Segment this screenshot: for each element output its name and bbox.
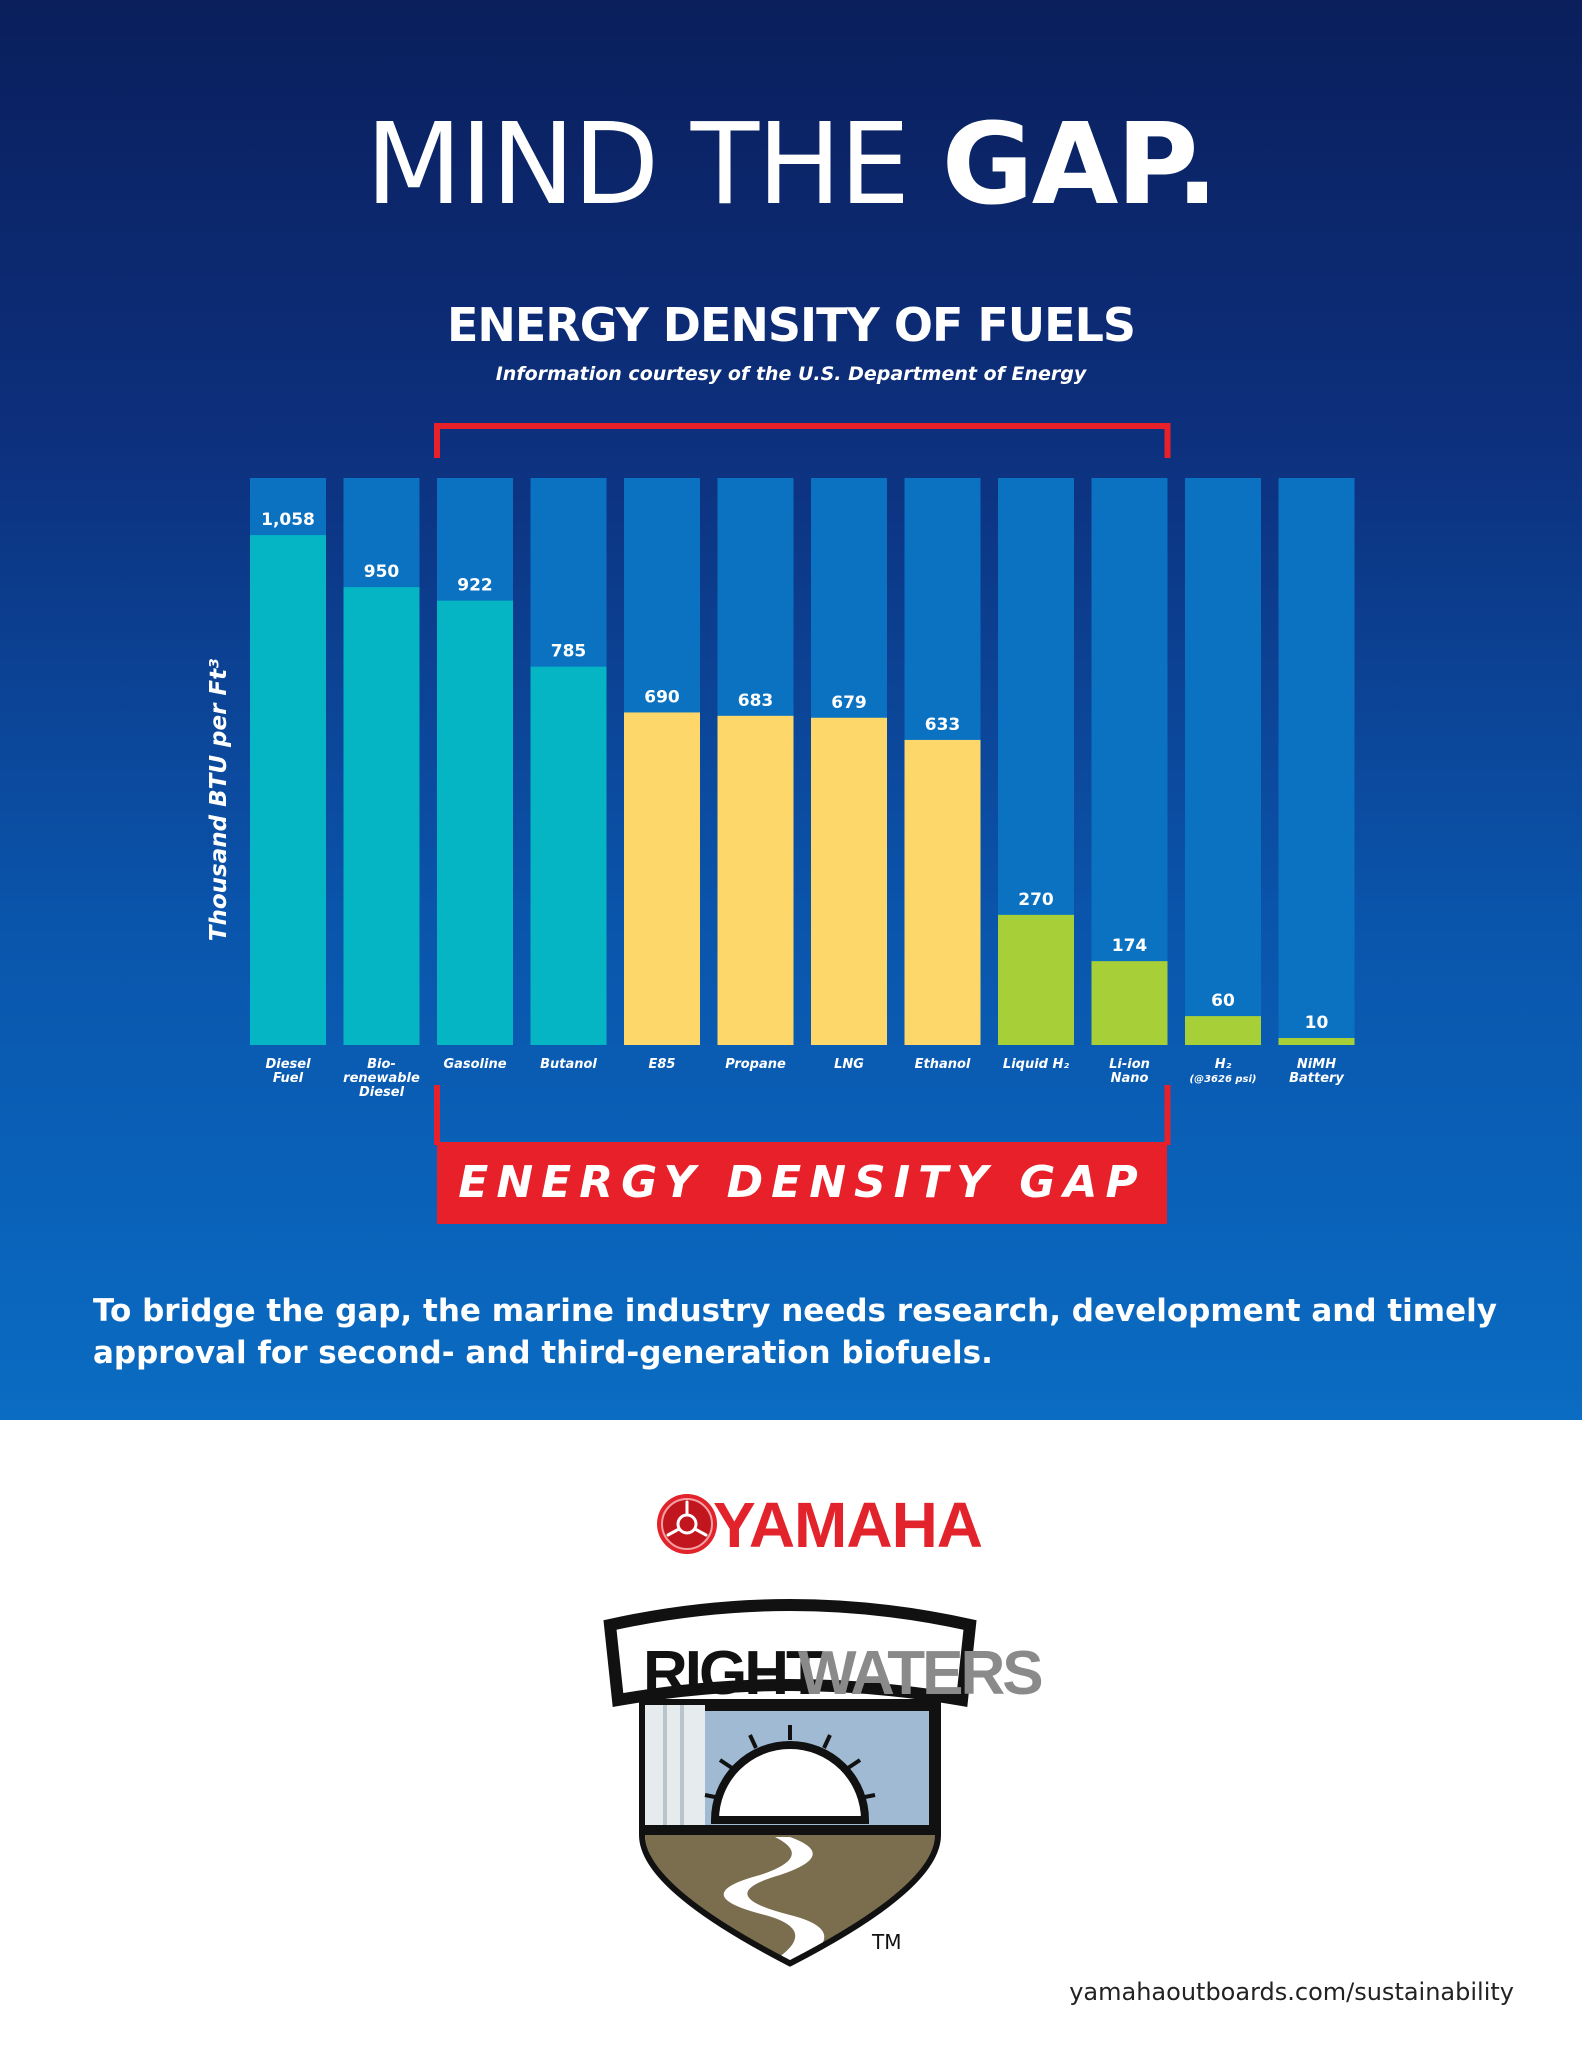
energy-density-gap-banner: ENERGY DENSITY GAP (437, 1142, 1167, 1224)
category-label: Gasoline (443, 1057, 506, 1072)
gap-bracket-top (434, 423, 1171, 458)
category-label: Butanol (540, 1057, 597, 1072)
data-label: 785 (551, 642, 587, 662)
badge-word-waters: WATERS (798, 1639, 1044, 1708)
category-label: Bio- (367, 1057, 396, 1072)
data-label: 679 (831, 693, 867, 713)
category-label: NiMH (1297, 1057, 1336, 1072)
energy-density-chart: 1,058DieselFuel950Bio-renewableDiesel922… (206, 423, 1355, 1145)
body-text: To bridge the gap, the marine industry n… (93, 1293, 1497, 1371)
data-label: 633 (925, 715, 961, 735)
headline-bold: GAP. (941, 100, 1219, 230)
data-label: 950 (364, 562, 400, 582)
category-label: renewable (343, 1071, 420, 1086)
bar (530, 666, 607, 1045)
trademark-mark: TM (872, 1930, 902, 1954)
data-label: 1,058 (261, 510, 315, 530)
yamaha-wordmark: YAMAHA (713, 1489, 983, 1561)
bar (1278, 1038, 1355, 1045)
category-label: Nano (1111, 1071, 1149, 1086)
yamaha-logo-icon (657, 1494, 717, 1554)
bar-track (1185, 478, 1261, 1045)
chart-subtitle: Information courtesy of the U.S. Departm… (495, 363, 1087, 385)
gap-bracket-bottom (434, 1085, 1171, 1145)
data-label: 683 (738, 691, 774, 711)
category-label: Diesel (359, 1085, 405, 1100)
bar (904, 739, 981, 1045)
data-label: 60 (1211, 991, 1235, 1011)
bar (1091, 961, 1168, 1045)
bar (998, 914, 1074, 1045)
bar (343, 587, 420, 1045)
category-label: Diesel (265, 1057, 311, 1072)
rightwaters-badge-icon (603, 1599, 977, 1967)
category-label: Li-ion (1109, 1057, 1150, 1072)
category-label: E85 (649, 1057, 676, 1072)
bar (437, 600, 513, 1045)
headline-thin: MIND THE (365, 100, 942, 230)
category-label: Ethanol (915, 1057, 971, 1072)
y-axis-label: Thousand BTU per Ft³ (206, 659, 232, 941)
category-label: Battery (1289, 1071, 1344, 1086)
category-label: H₂ (1215, 1057, 1232, 1072)
data-label: 270 (1018, 890, 1054, 910)
data-label: 174 (1112, 936, 1148, 956)
category-label: Propane (725, 1057, 786, 1072)
website-url[interactable]: yamahaoutboards.com/sustainability (1069, 1978, 1514, 2006)
bar (811, 717, 887, 1045)
bar-track (1091, 478, 1168, 1045)
bar (624, 712, 700, 1045)
badge-word-right: RIGHT (643, 1639, 824, 1708)
chart-title: ENERGY DENSITY OF FUELS (446, 298, 1136, 352)
bar (717, 715, 794, 1045)
data-label: 922 (457, 576, 493, 596)
category-label: Fuel (273, 1071, 304, 1086)
category-label: (@3626 psi) (1190, 1074, 1257, 1085)
bar (1185, 1016, 1261, 1045)
bar-track (1278, 478, 1355, 1045)
category-label: Liquid H₂ (1003, 1057, 1069, 1072)
headline: MIND THE GAP. (0, 100, 1582, 230)
bar (250, 535, 326, 1045)
data-label: 10 (1305, 1013, 1329, 1033)
category-label: LNG (834, 1057, 864, 1072)
data-label: 690 (644, 687, 680, 707)
